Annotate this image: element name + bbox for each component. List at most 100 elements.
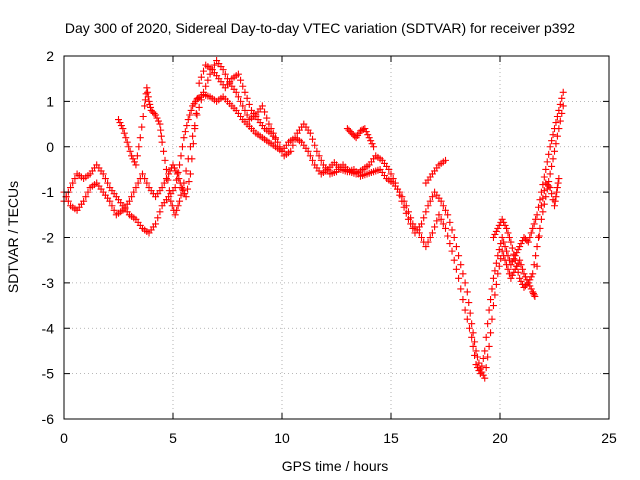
data-point (537, 188, 545, 196)
data-point (527, 229, 535, 237)
data-point (176, 197, 184, 205)
data-point (494, 224, 502, 232)
data-point (468, 320, 476, 328)
data-point (554, 179, 562, 187)
data-point (165, 187, 173, 195)
data-point (546, 143, 554, 151)
data-point (169, 161, 177, 169)
data-point (197, 96, 205, 104)
data-point (529, 289, 537, 297)
data-point (532, 252, 540, 260)
data-point (459, 270, 467, 278)
data-point (361, 125, 369, 133)
y-tick-label: -4 (42, 320, 55, 336)
data-point (358, 126, 366, 134)
data-point (346, 128, 354, 136)
data-point (115, 116, 122, 124)
data-point (362, 128, 370, 136)
data-marks (60, 57, 567, 382)
data-point (263, 114, 271, 122)
data-point (439, 202, 447, 210)
data-point (461, 279, 469, 287)
data-point (437, 215, 445, 223)
data-point (508, 244, 516, 252)
data-point (553, 132, 561, 140)
data-point (559, 102, 567, 110)
data-point (469, 329, 477, 337)
data-point (450, 234, 458, 241)
data-point (524, 279, 532, 287)
data-point (195, 103, 203, 111)
data-point (431, 223, 439, 231)
data-point (104, 179, 112, 187)
data-point (551, 202, 558, 210)
data-point (130, 158, 138, 166)
data-point (239, 82, 247, 90)
data-point (176, 161, 184, 169)
data-point (481, 347, 489, 355)
data-point (162, 175, 170, 183)
data-point (396, 191, 404, 199)
data-point (503, 261, 511, 269)
data-point (158, 138, 166, 146)
data-point (130, 188, 138, 196)
data-point (495, 246, 503, 254)
y-tick-label: -5 (42, 366, 55, 382)
data-point (237, 76, 245, 84)
data-point (444, 211, 452, 219)
data-point (543, 158, 551, 166)
data-point (144, 88, 152, 96)
data-point (533, 262, 541, 270)
data-point (187, 106, 195, 114)
data-point (192, 109, 200, 117)
data-point (265, 120, 273, 128)
data-point (448, 226, 456, 234)
data-point (120, 129, 128, 137)
data-point (174, 202, 182, 210)
data-point (488, 285, 496, 293)
data-point (492, 280, 500, 288)
data-point (291, 135, 299, 143)
data-point (523, 237, 531, 245)
x-tick-label: 20 (492, 430, 508, 446)
x-tick-label: 0 (60, 430, 68, 446)
data-point (533, 211, 541, 219)
data-point (435, 211, 443, 219)
data-point (84, 188, 92, 196)
data-point (540, 200, 548, 208)
data-point (487, 296, 495, 304)
data-point (116, 119, 124, 127)
data-point (173, 170, 181, 178)
x-tick-label: 25 (601, 430, 617, 446)
data-point (553, 184, 561, 192)
data-point (368, 140, 376, 148)
y-tick-label: -1 (42, 184, 55, 200)
data-point (108, 202, 116, 210)
data-point (549, 155, 557, 163)
data-point (472, 347, 480, 355)
data-point (309, 156, 317, 164)
data-point (472, 361, 480, 369)
series-track-c (115, 57, 563, 300)
data-point (182, 193, 190, 201)
data-point (473, 364, 481, 372)
data-point (343, 125, 351, 133)
data-point (526, 234, 534, 241)
data-point (178, 184, 186, 192)
data-point (514, 259, 522, 267)
data-point (221, 70, 229, 78)
data-point (182, 167, 190, 175)
data-point (426, 197, 434, 205)
data-point (224, 75, 231, 83)
data-point (527, 273, 535, 281)
data-point (539, 208, 547, 216)
data-point (219, 66, 227, 74)
data-point (101, 175, 109, 183)
data-point (536, 196, 544, 204)
data-point (269, 129, 277, 137)
data-point (289, 141, 297, 149)
data-point (504, 229, 512, 237)
data-point (508, 271, 516, 279)
data-point (442, 156, 449, 164)
data-point (71, 175, 79, 183)
